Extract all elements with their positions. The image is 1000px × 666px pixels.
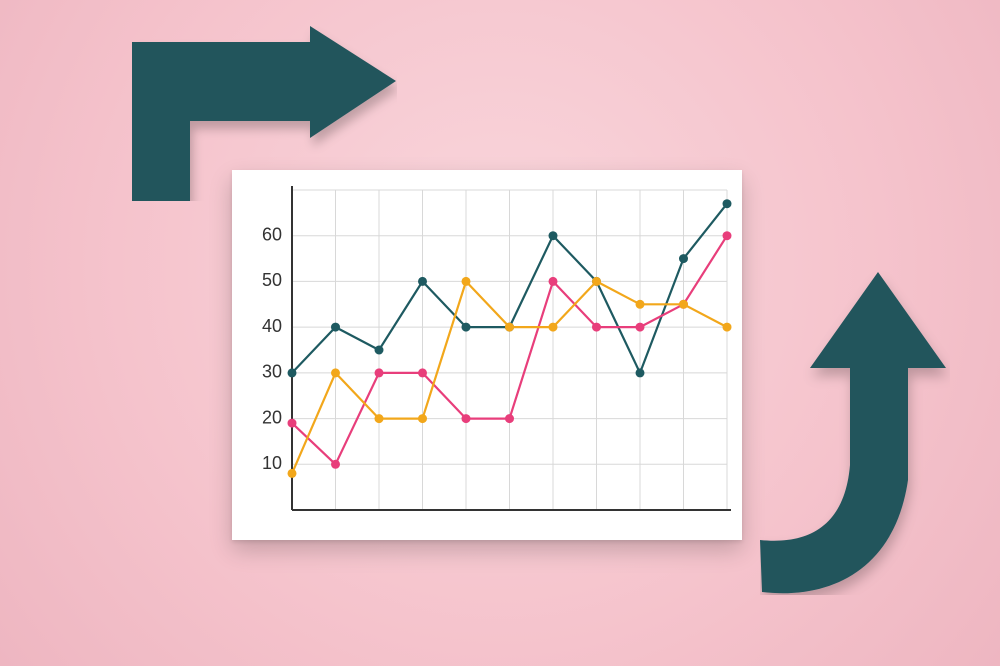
series-point-pink (331, 460, 340, 469)
chart-card: 10 20 30 40 50 60 (232, 170, 742, 540)
arrow-curve-up-icon (760, 270, 950, 595)
series-point-orange (505, 323, 514, 332)
series-point-orange (375, 414, 384, 423)
ytick-label: 60 (262, 224, 282, 244)
series-point-pink (375, 368, 384, 377)
series-point-orange (288, 469, 297, 478)
series-point-orange (679, 300, 688, 309)
series-point-pink (549, 277, 558, 286)
series-point-pink (418, 368, 427, 377)
series-point-teal (679, 254, 688, 263)
series-point-pink (462, 414, 471, 423)
series-point-teal (462, 323, 471, 332)
series-point-teal (418, 277, 427, 286)
series-point-pink (636, 323, 645, 332)
series-point-teal (288, 368, 297, 377)
series-point-teal (723, 199, 732, 208)
series-point-pink (505, 414, 514, 423)
ytick-label: 30 (262, 362, 282, 382)
ytick-label: 40 (262, 316, 282, 336)
series-point-pink (592, 323, 601, 332)
series-point-teal (636, 368, 645, 377)
line-chart: 10 20 30 40 50 60 (232, 170, 742, 540)
series-point-orange (723, 323, 732, 332)
series-point-teal (549, 231, 558, 240)
ytick-label: 20 (262, 407, 282, 427)
series-point-pink (723, 231, 732, 240)
series-point-orange (462, 277, 471, 286)
series-point-teal (375, 346, 384, 355)
series-point-orange (331, 368, 340, 377)
series-point-teal (331, 323, 340, 332)
stage: 10 20 30 40 50 60 (0, 0, 1000, 666)
series-point-orange (592, 277, 601, 286)
ytick-label: 10 (262, 453, 282, 473)
series-point-orange (418, 414, 427, 423)
series-point-orange (636, 300, 645, 309)
series-point-pink (288, 419, 297, 428)
series-point-orange (549, 323, 558, 332)
ytick-label: 50 (262, 270, 282, 290)
